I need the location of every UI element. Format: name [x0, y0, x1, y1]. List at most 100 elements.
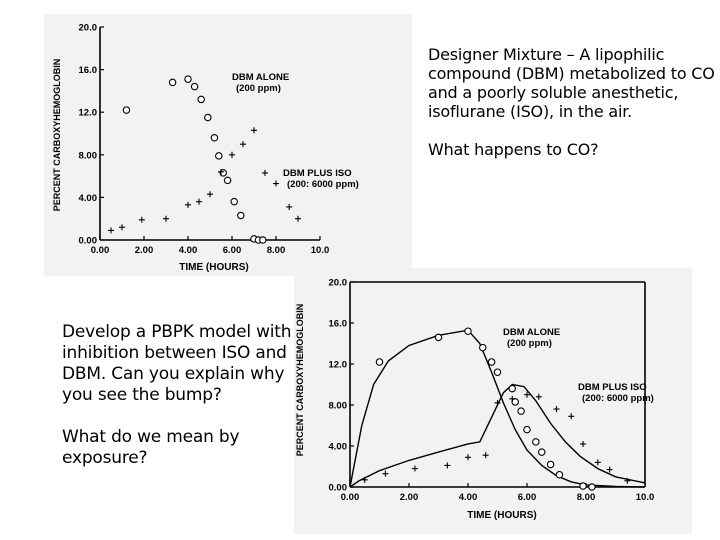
data-point-plus: [119, 224, 125, 231]
data-point-circle: [168, 78, 177, 87]
data-point-plus: [240, 141, 246, 148]
x-tick-label: 10.0: [636, 492, 655, 503]
data-point-circle: [237, 211, 245, 220]
data-point-circle: [259, 236, 267, 244]
task-paragraph: Develop a PBPK model with inhibition bet…: [62, 322, 297, 405]
description-text: Designer Mixture – A lipophilic compound…: [428, 45, 718, 159]
chart-panel-top: [44, 14, 412, 276]
data-point-plus: [295, 215, 301, 222]
chart-panel-bottom: [294, 268, 692, 534]
data-point-plus: [251, 127, 257, 134]
data-point-plus: [482, 452, 489, 459]
data-point-plus: [524, 391, 530, 398]
data-point-circle: [215, 152, 223, 160]
y-tick-label: 12.0: [79, 108, 98, 119]
data-point-circle: [532, 438, 540, 446]
x-tick-label: 6.00: [518, 492, 537, 503]
y-tick-label: 8.00: [329, 401, 348, 412]
data-point-circle: [190, 82, 199, 91]
data-point-circle: [375, 358, 384, 366]
x-tick-label: 8.00: [267, 245, 286, 256]
x-tick-label: 6.00: [223, 245, 242, 256]
x-tick-label: 4.00: [459, 492, 478, 503]
model-curve: [349, 383, 646, 488]
chart-annotation: DBM ALONE: [503, 327, 560, 338]
data-point-plus: [465, 454, 471, 461]
y-tick-label: 20.0: [79, 23, 98, 34]
data-point-circle: [523, 425, 531, 434]
data-point-circle: [434, 333, 443, 342]
data-point-circle: [579, 482, 587, 490]
x-tick-label: 2.00: [400, 492, 419, 503]
data-point-circle: [464, 327, 472, 335]
chart-annotation: DBM PLUS ISO: [578, 382, 647, 393]
y-tick-label: 4.00: [329, 442, 348, 453]
data-point-plus: [535, 393, 542, 400]
data-point-plus: [509, 395, 516, 402]
data-point-plus: [185, 201, 191, 208]
chart-annotation: DBM PLUS ISO: [283, 168, 352, 179]
chart-annotation: (200 ppm): [507, 338, 552, 349]
data-point-plus: [273, 180, 279, 187]
chart-annotation: (200: 6000 ppm): [582, 393, 654, 404]
data-point-plus: [494, 399, 501, 406]
data-point-circle: [517, 407, 525, 415]
chart-annotation: (200 ppm): [236, 83, 281, 94]
data-point-circle: [588, 483, 596, 491]
data-point-circle: [487, 358, 496, 366]
data-point-plus: [624, 477, 631, 484]
data-point-plus: [606, 466, 613, 473]
data-point-plus: [262, 169, 268, 176]
y-tick-label: 12.0: [329, 360, 348, 371]
data-point-plus: [568, 413, 575, 420]
data-point-circle: [230, 197, 238, 206]
x-axis-label: TIME (HOURS): [179, 262, 248, 273]
y-axis-label: PERCENT CARBOXYHEMOGLOBIN: [295, 304, 305, 457]
x-tick-label: 8.00: [577, 492, 596, 503]
data-point-plus: [286, 203, 293, 210]
data-point-circle: [511, 398, 519, 406]
data-point-circle: [204, 113, 212, 122]
data-point-plus: [444, 462, 451, 469]
y-tick-label: 16.0: [79, 65, 98, 76]
data-point-plus: [382, 470, 389, 477]
data-point-circle: [223, 176, 232, 185]
data-point-plus: [163, 215, 169, 222]
y-tick-label: 16.0: [329, 319, 348, 330]
y-tick-label: 4.00: [79, 193, 98, 204]
data-point-circle: [197, 95, 205, 104]
question-paragraph: What happens to CO?: [428, 140, 599, 159]
x-tick-label: 4.00: [179, 245, 198, 256]
data-point-circle: [508, 384, 516, 393]
chart-annotation: DBM ALONE: [232, 72, 289, 83]
data-point-plus: [218, 168, 224, 175]
data-point-circle: [210, 134, 219, 142]
data-point-plus: [553, 406, 560, 413]
y-axis-label: PERCENT CARBOXYHEMOGLOBIN: [52, 59, 62, 212]
x-tick-label: 0.00: [341, 492, 360, 503]
data-point-plus: [138, 216, 145, 223]
data-point-plus: [361, 476, 368, 483]
data-point-plus: [196, 198, 202, 205]
data-point-circle: [122, 106, 131, 114]
data-point-circle: [478, 343, 487, 352]
y-tick-label: 0.00: [79, 236, 98, 247]
x-tick-label: 2.00: [135, 245, 154, 256]
x-tick-label: 10.0: [311, 245, 330, 256]
data-point-circle: [184, 75, 192, 83]
data-point-circle: [555, 470, 564, 479]
data-point-plus: [229, 151, 235, 158]
data-point-circle: [537, 448, 546, 456]
task-text: Develop a PBPK model with inhibition bet…: [62, 322, 294, 469]
exposure-question: What do we mean by exposure?: [62, 427, 245, 468]
description-paragraph: Designer Mixture – A lipophilic compound…: [428, 45, 720, 121]
x-axis-label: TIME (HOURS): [467, 510, 536, 521]
data-point-plus: [580, 440, 587, 447]
data-point-circle: [546, 460, 555, 469]
data-point-plus: [207, 191, 213, 198]
chart-annotation: (200: 6000 ppm): [287, 179, 359, 190]
data-point-plus: [108, 227, 114, 234]
y-tick-label: 8.00: [79, 150, 98, 161]
model-curve: [349, 329, 646, 488]
